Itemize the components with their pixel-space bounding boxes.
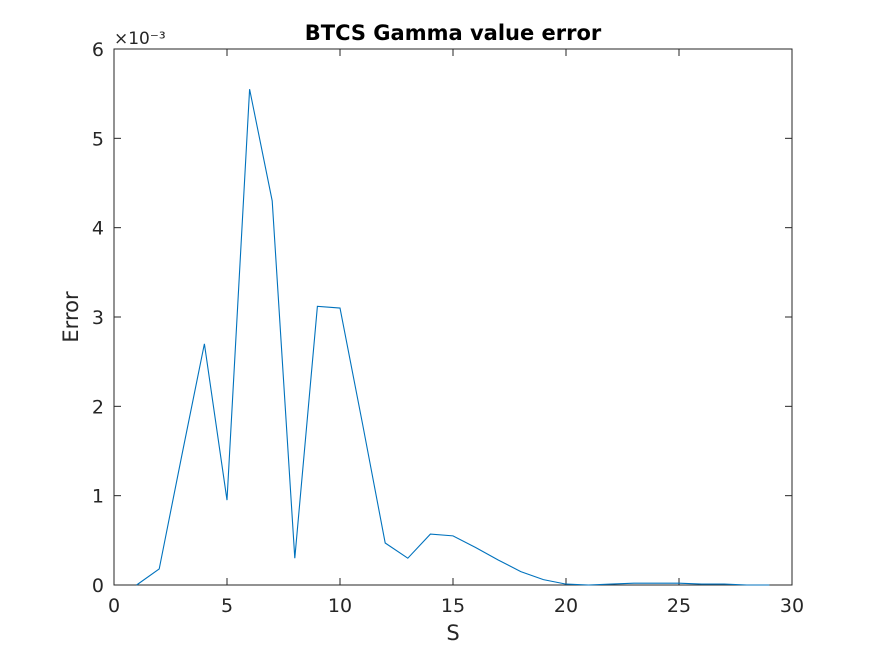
y-axis-label: Error — [59, 291, 83, 343]
y-exponent-label: ×10⁻³ — [114, 29, 166, 49]
x-axis-label: S — [446, 621, 459, 645]
x-tick-label: 15 — [441, 595, 465, 617]
y-tick-label: 3 — [92, 307, 104, 329]
x-tick-label: 30 — [780, 595, 804, 617]
y-tick-label: 6 — [92, 39, 104, 61]
y-tick-label: 5 — [92, 128, 104, 150]
x-tick-label: 20 — [554, 595, 578, 617]
x-tick-label: 10 — [328, 595, 352, 617]
series-line — [136, 89, 770, 586]
y-tick-label: 0 — [92, 575, 104, 597]
x-tick-label: 25 — [667, 595, 691, 617]
x-tick-label: 5 — [221, 595, 233, 617]
series-group — [136, 89, 770, 586]
chart-title: BTCS Gamma value error — [305, 21, 602, 45]
y-tick-label: 2 — [92, 396, 104, 418]
axes-box — [113, 48, 793, 586]
ticks-group: 0 5 10 15 20 25 30 0 1 2 3 4 5 6 — [92, 39, 804, 617]
y-tick-label: 4 — [92, 218, 104, 240]
y-tick-label: 1 — [92, 486, 104, 508]
x-tick-label: 0 — [108, 595, 120, 617]
